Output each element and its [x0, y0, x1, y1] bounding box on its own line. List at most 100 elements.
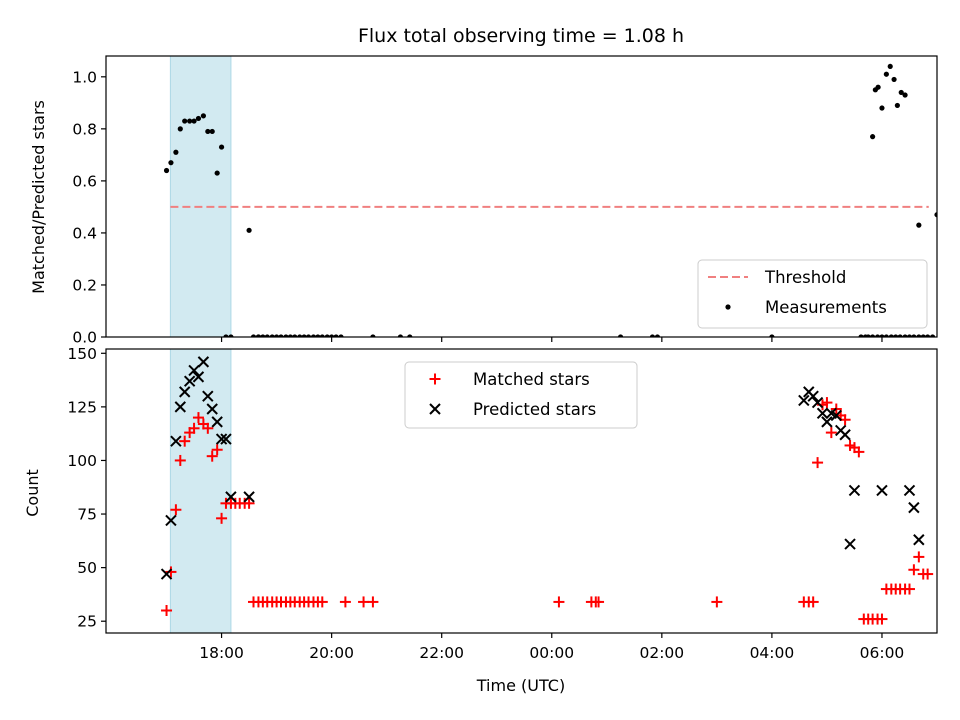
measurement-point	[292, 334, 298, 337]
top-panel: 0.0 0.2 0.4 0.6 0.8 1.0 Threshold Measurements	[72, 55, 938, 347]
predicted-point	[908, 501, 920, 514]
y-tick-label: 0.6	[72, 172, 97, 190]
measurement-point	[879, 334, 885, 337]
measurement-point	[177, 126, 183, 132]
matched-point	[821, 397, 833, 409]
measurement-point	[870, 134, 876, 140]
predicted-point	[220, 433, 232, 445]
measurement-point	[305, 334, 312, 337]
matched-point	[211, 444, 223, 456]
measurement-point	[324, 334, 330, 337]
measurement-point	[911, 334, 917, 337]
measurement-point	[887, 63, 893, 70]
predicted-point	[206, 403, 218, 415]
matched-point	[316, 596, 328, 608]
predicted-point	[160, 568, 173, 580]
measurement-point	[407, 334, 413, 337]
measurement-point	[218, 144, 225, 150]
measurement-point	[879, 105, 885, 111]
measurement-point	[925, 334, 931, 337]
y-tick-label: 50	[77, 559, 97, 577]
legend-measurement-label: Measurements	[765, 298, 887, 317]
y-tick-label: 150	[67, 345, 97, 363]
y-tick-label: 0.4	[72, 224, 97, 242]
y-tick-label: 75	[77, 506, 97, 524]
predicted-point	[243, 491, 255, 503]
measurement-point	[209, 128, 215, 135]
measurement-point	[301, 334, 307, 337]
matched-point	[188, 422, 200, 434]
predicted-point	[903, 484, 916, 497]
measurement-point	[654, 334, 661, 337]
top-y-axis-label: Matched/Predicted stars	[29, 100, 48, 294]
predicted-point	[192, 371, 205, 383]
legend-threshold-label: Threshold	[764, 268, 846, 287]
measurement-point	[310, 334, 317, 337]
matched-point	[711, 596, 723, 608]
plot-area	[163, 56, 937, 337]
highlight-span	[169, 349, 232, 633]
plot-area	[160, 349, 934, 633]
matched-point	[825, 427, 837, 439]
axes-frame	[105, 55, 938, 338]
matched-point	[367, 596, 379, 608]
measurement-point	[260, 334, 266, 337]
predicted-point	[178, 386, 191, 398]
measurement-point	[163, 167, 170, 174]
measurement-point	[214, 170, 220, 176]
measurement-point	[920, 334, 926, 337]
legend-predicted-swatch	[429, 403, 441, 415]
predicted-point	[215, 433, 228, 445]
measurement-point	[191, 118, 197, 124]
measurement-point	[875, 84, 881, 90]
measurement-point	[874, 334, 881, 337]
predicted-point	[170, 435, 182, 447]
chart-title: Flux total observing time = 1.08 h	[358, 25, 684, 47]
axes-frame	[105, 348, 938, 634]
measurement-point	[319, 334, 325, 337]
measurement-point	[250, 334, 257, 337]
matched-point	[908, 564, 920, 576]
measurement-point	[898, 89, 904, 96]
measurement-point	[269, 334, 275, 337]
predicted-point	[876, 484, 888, 497]
measurement-point	[888, 334, 894, 337]
y-tick-label: 0.0	[72, 329, 97, 347]
measurement-point	[370, 334, 376, 337]
measurement-point	[902, 334, 908, 337]
y-tick-label: 0.8	[72, 120, 97, 138]
measurement-point	[228, 334, 234, 337]
measurement-point	[168, 160, 174, 166]
measurement-point	[195, 115, 202, 122]
measurement-point	[333, 334, 339, 337]
matched-point	[593, 596, 605, 608]
measurement-point	[274, 334, 280, 337]
predicted-point	[225, 491, 237, 503]
matched-point	[339, 596, 351, 608]
matched-point	[216, 512, 228, 524]
matched-point	[876, 613, 888, 625]
measurement-point	[397, 334, 404, 337]
x-tick-label: 02:00	[639, 644, 684, 662]
predicted-point	[821, 416, 833, 428]
y-tick-label: 25	[77, 613, 97, 631]
measurement-point	[894, 102, 900, 109]
y-tick-label: 0.2	[72, 276, 97, 294]
measurement-point	[934, 212, 937, 218]
measurement-point	[200, 113, 207, 119]
measurement-point	[278, 334, 284, 337]
x-tick-label: 22:00	[419, 644, 464, 662]
measurement-point	[315, 334, 321, 337]
y-tick-label: 100	[67, 452, 97, 470]
measurement-point	[858, 334, 864, 337]
measurement-point	[283, 334, 289, 337]
x-tick-label: 20:00	[309, 644, 354, 662]
measurement-point	[893, 334, 899, 337]
predicted-point	[807, 390, 819, 402]
measurement-point	[649, 334, 656, 337]
matched-point	[903, 583, 915, 595]
matched-point	[206, 450, 218, 462]
matched-point	[243, 497, 255, 509]
bottom-panel: 25 50 75 100 125 150 18:00 20:00 22:00 00:00 02:00…	[67, 345, 938, 662]
y-tick-label: 125	[67, 398, 97, 416]
